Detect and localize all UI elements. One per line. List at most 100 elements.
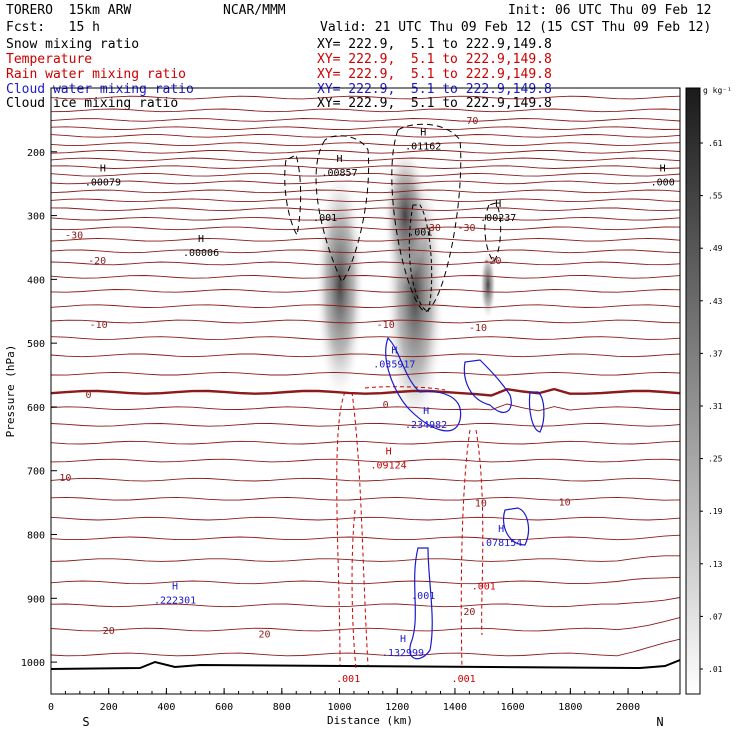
y-tick-label: 200 (27, 148, 45, 159)
maximum-marker-h: H (391, 345, 397, 356)
isotherm-label: -30 (457, 223, 475, 234)
colorbar-tick-label: .49 (708, 244, 723, 253)
isotherm-line (51, 249, 680, 254)
maximum-value-label: .078154 (480, 538, 522, 549)
isotherm-line (51, 458, 680, 463)
maximum-value-label: .234982 (405, 420, 447, 431)
maximum-marker-h: H (337, 154, 343, 165)
x-axis-label: Distance (km) (327, 714, 413, 727)
legend-cloudice-xy: XY= 222.9, 5.1 to 222.9,149.8 (317, 96, 552, 111)
isotherm-line (51, 189, 680, 194)
maximum-value-label: .00006 (183, 248, 219, 259)
header-init: Init: 06 UTC Thu 09 Feb 12 (508, 3, 712, 18)
snow-shade-core-right (480, 250, 496, 320)
contour-value-label: .001 (408, 228, 432, 239)
endpoint-left-label: S (82, 715, 89, 729)
header-valid: Valid: 21 UTC Thu 09 Feb 12 (15 CST Thu … (320, 20, 712, 35)
colorbar-tick-label: .19 (708, 507, 723, 516)
contour-value-label: .001 (411, 591, 435, 602)
contour-value-label: .001 (336, 674, 360, 685)
header-fcst: Fcst: 15 h (6, 20, 100, 35)
cloud-water-contour (528, 391, 545, 433)
isotherm-line (51, 496, 680, 501)
y-tick-label: 800 (27, 531, 45, 542)
isotherm-line (51, 165, 680, 169)
maximum-value-label: .00237 (480, 213, 516, 224)
cloud-ice-contour (284, 154, 302, 237)
colorbar-unit: g kg⁻¹ (703, 86, 732, 95)
colorbar-tick-label: .37 (708, 349, 723, 358)
isotherm-label: 10 (559, 497, 571, 508)
isotherm-line (51, 275, 680, 279)
colorbar-tick-label: .31 (708, 402, 723, 411)
y-tick-label: 500 (27, 339, 45, 350)
isotherm-label: 20 (103, 626, 115, 637)
colorbar-tick-label: .25 (708, 455, 723, 464)
isotherm-line (51, 516, 680, 521)
cloud-water-contour (463, 359, 512, 413)
colorbar-tick-label: .55 (708, 192, 723, 201)
x-tick-label: 400 (157, 702, 175, 713)
isotherm-line (51, 371, 680, 376)
x-tick-label: 1400 (443, 702, 467, 713)
isotherm-label: -70 (460, 116, 478, 127)
isotherm-label: -30 (423, 223, 441, 234)
header-center: NCAR/MMM (223, 3, 286, 18)
isotherm-line (51, 440, 680, 445)
contour-labels: -70 -30 -30 -30 -20 -20 -10 -10 -10 0 0 10 10 10 20 20 2… (59, 116, 674, 685)
isotherm-line (51, 118, 680, 122)
axes: 0 200 400 600 800 1000 1200 1400 1600 1800 2000200… (4, 148, 664, 729)
y-tick-label: 700 (27, 467, 45, 478)
maximum-marker-h: H (423, 406, 429, 417)
isotherm-line (51, 134, 680, 138)
maximum-marker-h: H (420, 127, 426, 138)
surface-line (51, 659, 680, 670)
isotherm-line (51, 555, 680, 562)
colorbar-tick-label: .61 (708, 139, 723, 148)
isotherm-line (51, 289, 680, 293)
isotherm-zero (51, 387, 680, 397)
x-tick-label: 1200 (385, 702, 409, 713)
colorbar-tick-label: .01 (708, 665, 723, 674)
isotherm-line (51, 319, 680, 324)
rain-water-contour (351, 509, 357, 669)
snow-shading (315, 145, 496, 435)
isotherm-label: 20 (463, 607, 475, 618)
maximum-value-label: .00079 (85, 178, 121, 189)
isotherm-label: -10 (469, 323, 487, 334)
x-tick-label: 1800 (558, 702, 582, 713)
y-axis-label: Pressure (hPa) (4, 345, 17, 438)
isotherm-line (51, 576, 680, 585)
contour-value-label: .001 (313, 213, 337, 224)
isotherm-line (51, 617, 680, 632)
colorbar-gradient (685, 87, 701, 695)
legend-temp-xy: XY= 222.9, 5.1 to 222.9,149.8 (317, 52, 552, 67)
y-tick-label: 300 (27, 212, 45, 223)
x-tick-label: 1000 (327, 702, 351, 713)
cloud-water-contour (385, 336, 462, 432)
legend-temp-label: Temperature (6, 52, 93, 67)
maximum-value-label: .132999 (382, 648, 424, 659)
isotherm-line (51, 142, 680, 146)
isotherm-label: 0 (383, 400, 389, 411)
isotherm-line (51, 226, 680, 231)
isotherm-line (51, 638, 680, 657)
legend-cloudice-label: Cloud ice mixing ratio (6, 96, 179, 111)
header-model: TORERO 15km ARW (6, 3, 132, 18)
mixing-ratio-contours (284, 123, 545, 669)
maximum-value-label: .222301 (154, 596, 196, 607)
colorbar-tick-label: .13 (708, 560, 723, 569)
isotherm-line (51, 534, 680, 541)
isotherm-line (51, 477, 680, 482)
legend-rain-label: Rain water mixing ratio (6, 67, 187, 82)
maximum-value-label: .01162 (405, 141, 441, 152)
maximum-value-label: .09124 (371, 460, 407, 471)
isotherm-line (51, 157, 680, 162)
maximum-value-label: .00857 (321, 168, 357, 179)
rain-water-contour (364, 386, 446, 391)
maximum-marker-h: H (400, 634, 406, 645)
y-tick-label: 1000 (21, 658, 45, 669)
cloud-water-contour (503, 507, 530, 546)
isotherm-line (51, 172, 680, 177)
cloud-ice-contour (484, 202, 502, 263)
